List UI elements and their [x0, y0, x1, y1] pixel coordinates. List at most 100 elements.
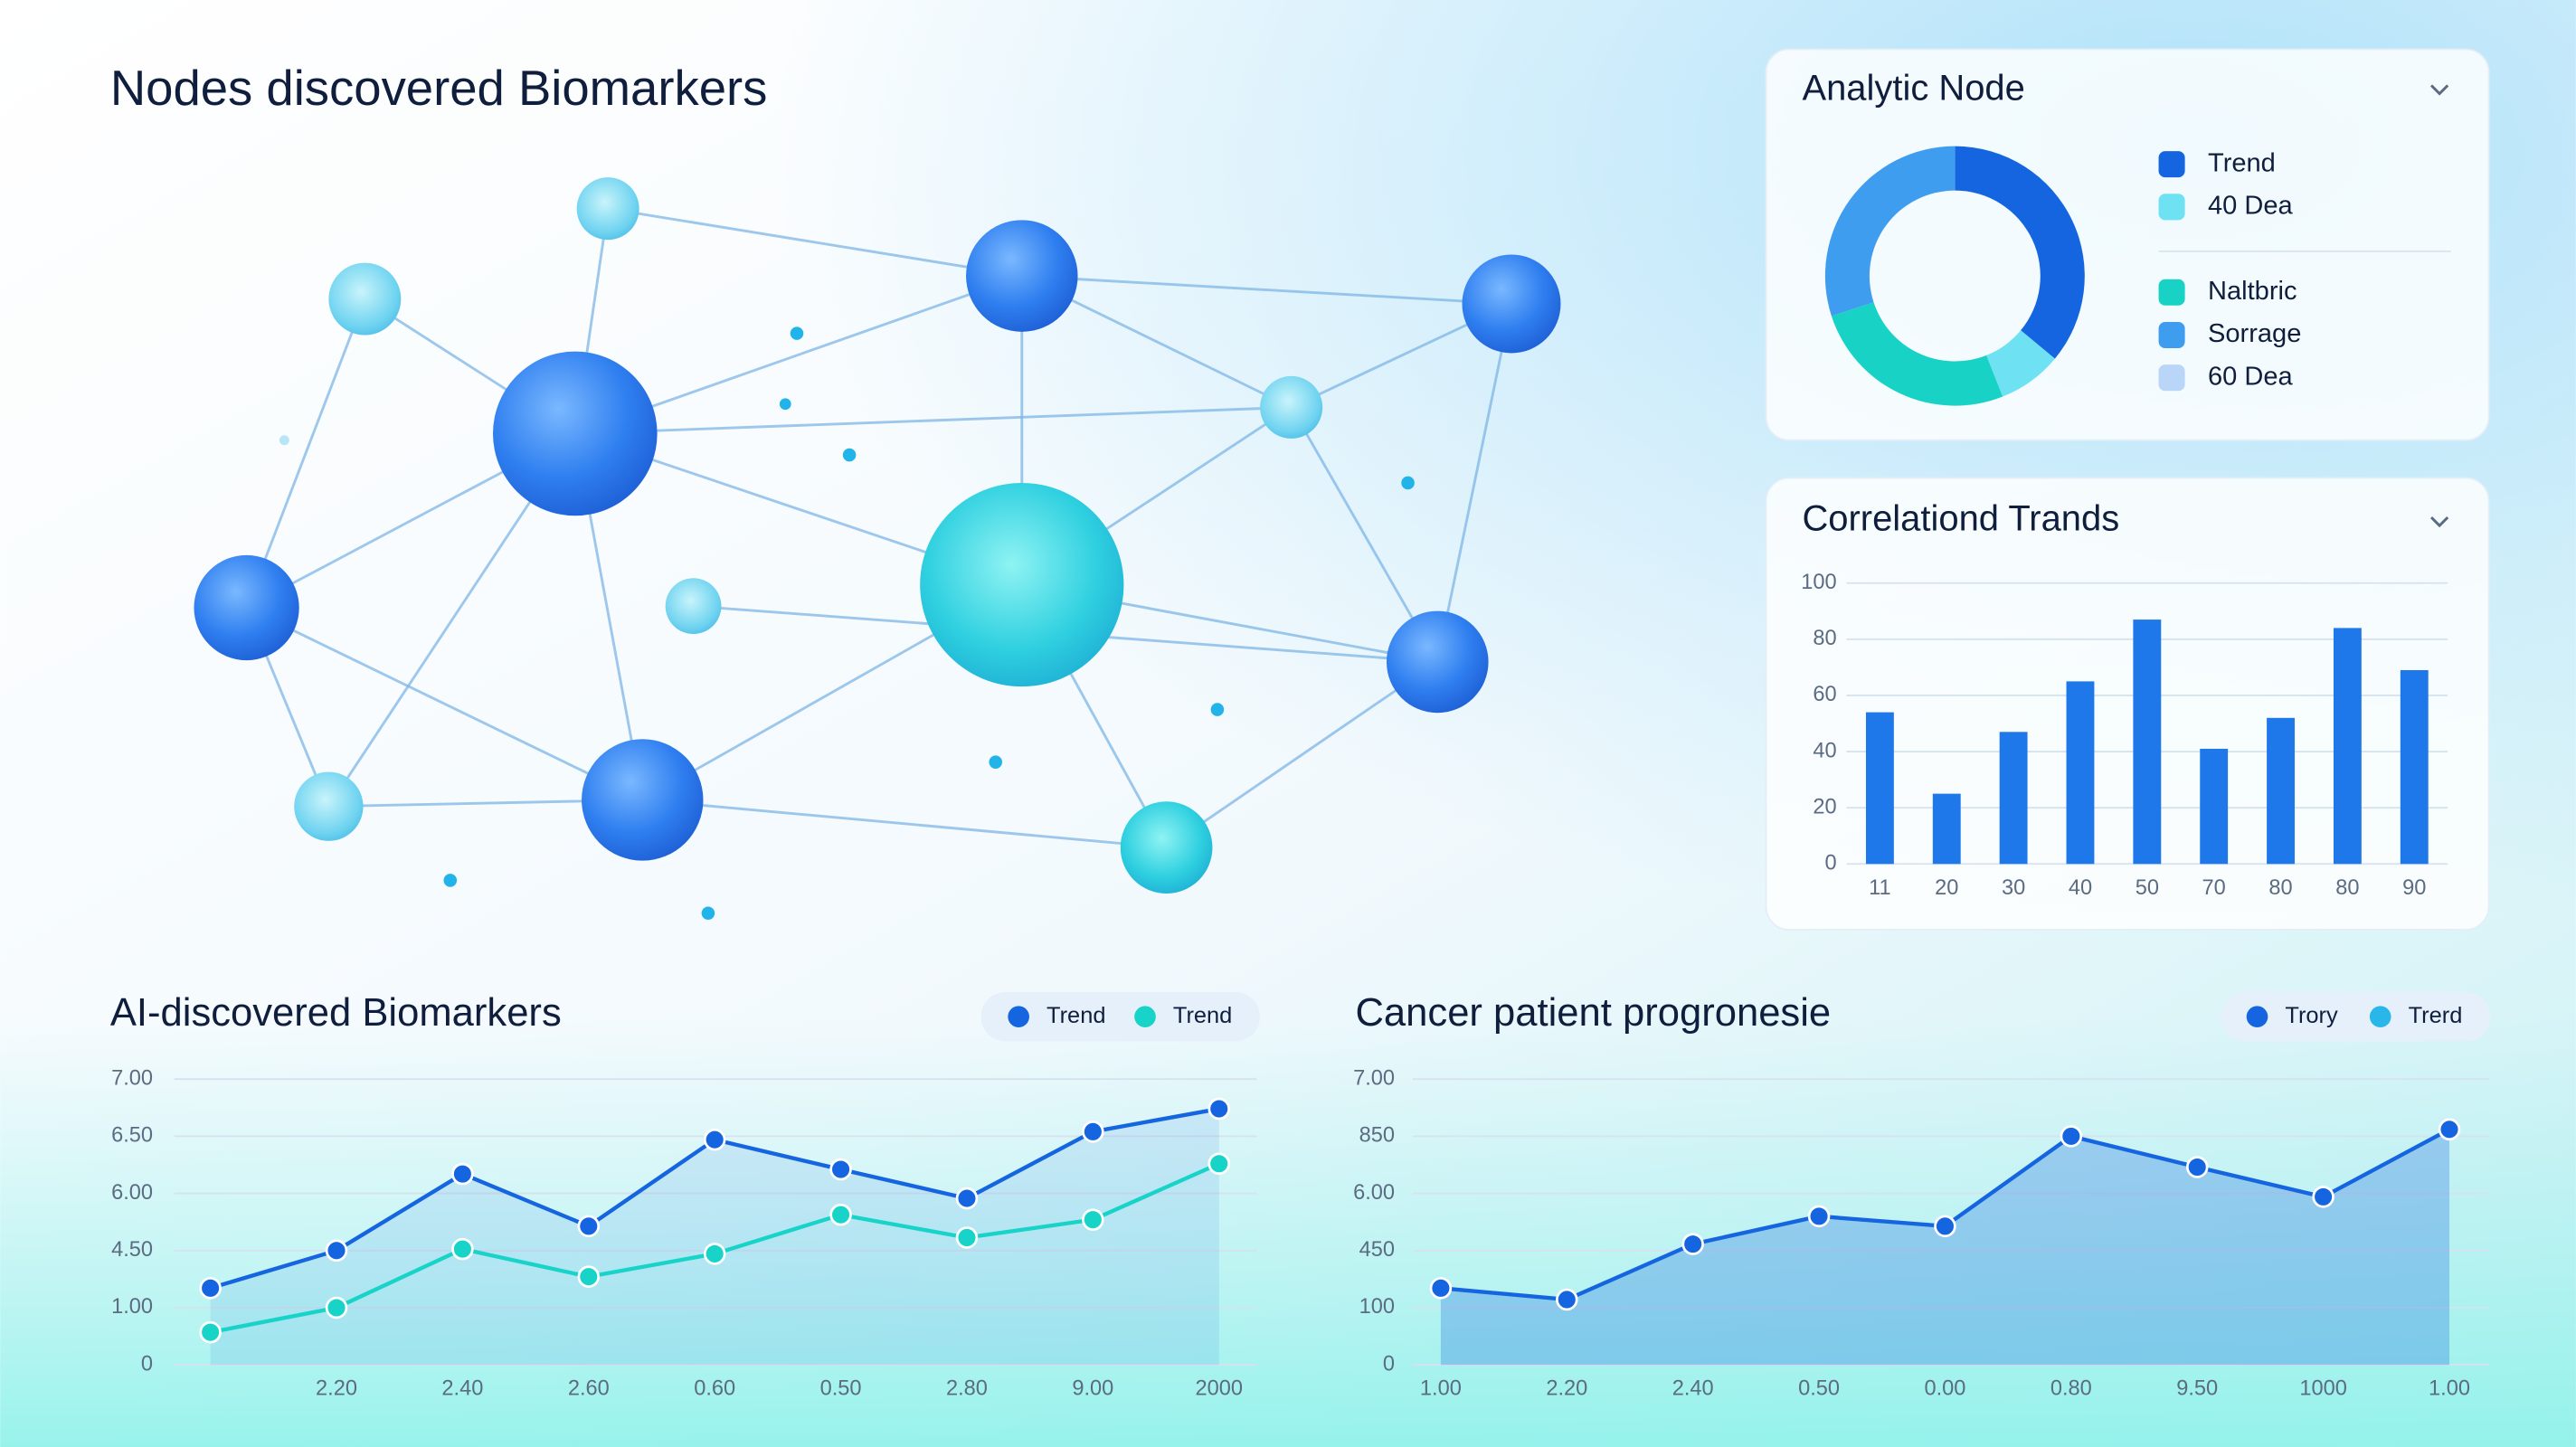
data-point — [1681, 1233, 1704, 1255]
x-tick-label: 1.00 — [2429, 1377, 2470, 1401]
area — [210, 1109, 1219, 1366]
y-tick-label: 60 — [1813, 683, 1836, 706]
legend-swatch — [2158, 364, 2185, 392]
data-point — [703, 1243, 726, 1265]
y-tick-label: 4.50 — [111, 1238, 153, 1262]
data-point — [1807, 1205, 1831, 1228]
y-tick-label: 40 — [1813, 739, 1836, 762]
background-glow — [0, 1017, 2576, 1447]
data-point — [325, 1239, 348, 1263]
bar — [2400, 669, 2429, 865]
data-point — [955, 1226, 979, 1249]
x-tick-label: 0.50 — [1798, 1377, 1840, 1401]
network-title: Nodes discovered Biomarkers — [110, 61, 768, 116]
y-tick-label: 6.00 — [111, 1181, 153, 1205]
donut-segment — [1824, 146, 1956, 317]
data-point — [703, 1128, 726, 1151]
bar — [2200, 748, 2229, 865]
data-point — [1934, 1215, 1956, 1238]
data-point — [577, 1265, 601, 1288]
y-tick-label: 0 — [1824, 852, 1836, 875]
y-tick-label: 0 — [1383, 1352, 1395, 1376]
nodes — [194, 177, 1561, 894]
node — [294, 771, 364, 841]
node — [582, 739, 704, 861]
x-tick-label: 11 — [1869, 876, 1891, 900]
legend-label: Sorrage — [2208, 319, 2301, 348]
bar — [2066, 681, 2095, 865]
y-tick-label: 850 — [1359, 1124, 1395, 1148]
data-point — [1208, 1097, 1230, 1121]
donut-segment — [1831, 302, 2003, 406]
card-title: Correlationd Trands — [1802, 498, 2119, 538]
chart-title: AI-discovered Biomarkers — [110, 991, 562, 1035]
node — [194, 554, 299, 661]
card-title: Analytic Node — [1802, 68, 2024, 108]
y-tick-label: 7.00 — [1353, 1066, 1395, 1090]
y-tick-label: 450 — [1359, 1238, 1395, 1262]
node — [1120, 801, 1213, 894]
x-tick-label: 1.00 — [1420, 1377, 1462, 1401]
y-tick-label: 6.50 — [111, 1124, 153, 1148]
data-point — [955, 1187, 979, 1210]
x-tick-label: 1000 — [2299, 1377, 2347, 1401]
y-tick-label: 100 — [1801, 571, 1836, 594]
network-diagram — [194, 177, 1561, 921]
edges — [245, 207, 1513, 849]
legend-marker — [2246, 1006, 2268, 1027]
area — [1440, 1129, 2449, 1366]
bar — [2267, 717, 2295, 865]
y-tick-label: 7.00 — [111, 1066, 153, 1090]
data-point — [2185, 1156, 2209, 1178]
x-tick-label: 0.80 — [2050, 1377, 2092, 1401]
node — [576, 177, 639, 241]
dropdown-chevron[interactable] — [2429, 84, 2449, 96]
chart-title: Cancer patient progronesie — [1355, 991, 1831, 1035]
data-point — [829, 1158, 852, 1181]
data-point — [1082, 1208, 1104, 1231]
legend-marker — [2369, 1006, 2391, 1027]
data-point — [1556, 1288, 1578, 1311]
dropdown-chevron[interactable] — [2429, 516, 2449, 528]
legend-label: Trend — [1173, 1003, 1232, 1028]
x-tick-label: 50 — [2136, 876, 2159, 900]
node — [1462, 254, 1561, 354]
x-tick-label: 2000 — [1195, 1377, 1243, 1401]
node — [1260, 375, 1323, 439]
node — [966, 220, 1078, 332]
bar — [1932, 793, 1961, 865]
donut-segment — [1955, 146, 2085, 359]
data-point — [1429, 1277, 1453, 1300]
bar — [2333, 628, 2362, 865]
data-point — [1208, 1152, 1230, 1175]
bar — [1999, 732, 2028, 865]
x-tick-label: 90 — [2402, 876, 2426, 900]
x-tick-label: 80 — [2268, 876, 2292, 900]
data-point — [577, 1215, 601, 1238]
particles — [279, 326, 1415, 921]
x-tick-label: 2.60 — [568, 1377, 610, 1401]
legend-swatch — [2158, 151, 2185, 178]
data-point — [325, 1296, 348, 1319]
x-tick-label: 2.80 — [946, 1377, 988, 1401]
legend-marker — [1008, 1006, 1029, 1027]
y-tick-label: 6.00 — [1353, 1181, 1395, 1205]
legend-pill — [980, 991, 1261, 1042]
node — [665, 578, 722, 635]
node — [492, 351, 658, 516]
legend-label: Naltbric — [2208, 277, 2297, 306]
x-tick-label: 20 — [1935, 876, 1958, 900]
x-tick-label: 40 — [2069, 876, 2092, 900]
bar — [1865, 712, 1894, 865]
data-point — [451, 1237, 474, 1261]
data-point — [199, 1320, 222, 1344]
legend-pill — [2221, 991, 2491, 1042]
y-tick-label: 1.00 — [111, 1295, 153, 1319]
data-point — [2060, 1125, 2083, 1148]
legend-swatch — [2158, 194, 2185, 221]
x-tick-label: 30 — [2002, 876, 2025, 900]
donut-segment — [1986, 330, 2055, 397]
x-tick-label: 2.20 — [316, 1377, 357, 1401]
legend-label: Trend — [1046, 1003, 1105, 1028]
bar — [2133, 619, 2162, 865]
